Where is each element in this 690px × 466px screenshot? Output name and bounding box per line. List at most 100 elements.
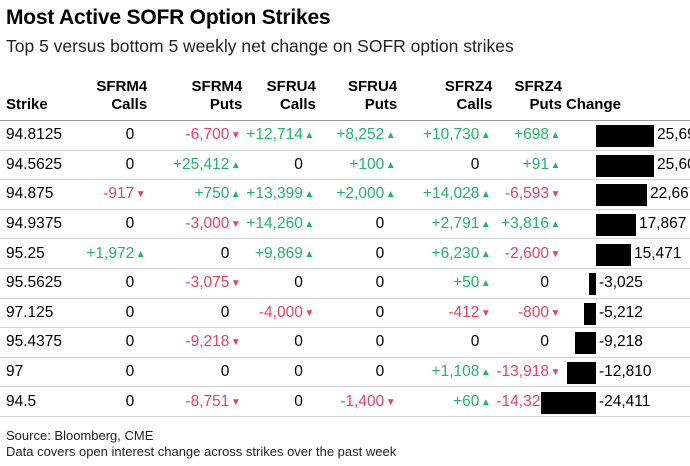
value-text: 0	[294, 274, 303, 292]
value-cell: +13,399 ▲	[246, 180, 319, 210]
value-text: +1,108	[431, 363, 480, 381]
strike-cell: 97.125	[6, 303, 54, 321]
value-text: +1,972	[86, 244, 135, 262]
value-cell: -1,400 ▼	[320, 387, 401, 417]
strike-cell: 94.5	[6, 392, 37, 410]
column-header: SFRM4 Puts	[151, 78, 246, 121]
change-bar	[583, 302, 596, 325]
value-cell: -800 ▼	[496, 298, 566, 328]
value-cell: 0	[401, 150, 496, 180]
value-cell: +750 ▲	[151, 180, 246, 210]
value-text: 0	[294, 392, 303, 410]
value-cell: -917 ▼	[81, 180, 151, 210]
column-header-line1: SFRU4	[348, 78, 398, 95]
value-cell: 0	[81, 328, 151, 358]
value-cell: +12,714 ▲	[246, 121, 319, 151]
value-cell: +100 ▲	[320, 150, 401, 180]
value-text: 0	[294, 155, 303, 173]
change-bar	[595, 214, 636, 237]
value-text: -14,320	[496, 392, 549, 410]
value-cell: +91 ▲	[496, 150, 566, 180]
value-cell: 0	[81, 121, 151, 151]
up-arrow-icon: ▲	[480, 278, 491, 290]
column-header-line1	[6, 78, 77, 96]
table-row: 94.875 -917 ▼ +750 ▲ +13,399 ▲ +2,000 ▲ +14,028 ▲ -…	[0, 180, 690, 210]
up-arrow-icon: ▲	[480, 219, 491, 231]
change-cell: -9,218	[566, 328, 690, 358]
value-cell: +2,791 ▲	[401, 209, 496, 239]
value-text: -6,700	[185, 126, 230, 144]
down-arrow-icon: ▼	[304, 307, 315, 319]
change-cell: 22,667	[566, 180, 690, 210]
change-value: 22,667	[649, 185, 690, 203]
up-arrow-icon: ▲	[385, 189, 396, 201]
up-arrow-icon: ▲	[550, 159, 561, 171]
value-cell: 0	[320, 268, 401, 298]
up-arrow-icon: ▲	[304, 130, 315, 142]
chart-title: Most Active SOFR Option Strikes	[6, 6, 331, 29]
change-bar	[595, 125, 654, 148]
up-arrow-icon: ▲	[480, 189, 491, 201]
down-arrow-icon: ▼	[230, 130, 241, 142]
value-text: +12,714	[246, 126, 303, 144]
strike-cell: 94.9375	[6, 215, 63, 233]
table-row: 97.125 0 0 -4,000 ▼ 0 -412 ▼ -800 ▼ -5,212	[0, 298, 690, 328]
value-text: 0	[125, 215, 135, 233]
value-text: +100	[349, 155, 385, 173]
strike-cell: 95.25	[6, 244, 45, 262]
value-text: -8,751	[185, 392, 230, 410]
value-cell: 0	[81, 209, 151, 239]
sofr-strikes-table: Strike SFRM4 Calls SFRM4 Puts SFRU4 Calls SFRU4…	[0, 78, 690, 417]
change-cell: -3,025	[566, 268, 690, 298]
value-cell: -9,218 ▼	[151, 328, 246, 358]
value-cell: 0	[246, 328, 319, 358]
down-arrow-icon: ▼	[230, 396, 241, 408]
value-cell: +698 ▲	[496, 121, 566, 151]
value-text: 0	[220, 244, 230, 262]
value-cell: 0	[246, 357, 319, 387]
up-arrow-icon: ▲	[480, 367, 491, 379]
value-text: +2,791	[431, 215, 480, 233]
change-cell: -24,411	[540, 387, 690, 417]
down-arrow-icon: ▼	[230, 337, 241, 349]
data-note: Data covers open interest change across …	[6, 444, 397, 459]
change-bar	[595, 243, 631, 266]
column-header-line1	[566, 78, 686, 96]
value-text: 0	[294, 333, 303, 351]
up-arrow-icon: ▲	[385, 159, 396, 171]
table-row: 95.25 +1,972 ▲ 0 +9,869 ▲ 0 +6,230 ▲ -2,600 ▼ 15,47…	[0, 239, 690, 269]
value-cell: -412 ▼	[401, 298, 496, 328]
value-text: 0	[125, 363, 135, 381]
value-text: -412	[448, 303, 480, 321]
column-header: SFRZ4 Puts	[496, 78, 566, 121]
change-bar	[595, 184, 647, 207]
value-text: 0	[375, 244, 385, 262]
value-cell: 0	[151, 298, 246, 328]
value-cell: -3,000 ▼	[151, 209, 246, 239]
value-text: +9,869	[255, 244, 303, 262]
value-text: -9,218	[185, 333, 230, 351]
change-bar	[574, 332, 596, 355]
value-text: -3,075	[185, 274, 230, 292]
value-text: -4,000	[258, 303, 303, 321]
value-text: 0	[470, 333, 480, 351]
change-value: -12,810	[598, 363, 652, 381]
value-text: +50	[453, 274, 480, 292]
value-text: +25,412	[172, 155, 230, 173]
value-cell: 0	[320, 328, 401, 358]
value-cell: 0	[496, 328, 566, 358]
value-text: -917	[103, 185, 135, 203]
value-text: 0	[375, 333, 385, 351]
change-value: 17,867	[638, 215, 687, 233]
value-cell: 0	[401, 328, 496, 358]
value-text: +6,230	[431, 244, 480, 262]
value-text: +14,028	[422, 185, 480, 203]
column-header-line1: SFRZ4	[514, 78, 562, 95]
down-arrow-icon: ▼	[550, 367, 561, 379]
value-text: 0	[125, 155, 135, 173]
value-cell: +10,730 ▲	[401, 121, 496, 151]
up-arrow-icon: ▲	[304, 248, 315, 260]
change-cell: -12,810	[566, 357, 690, 387]
value-cell: -3,075 ▼	[151, 268, 246, 298]
down-arrow-icon: ▼	[550, 189, 561, 201]
